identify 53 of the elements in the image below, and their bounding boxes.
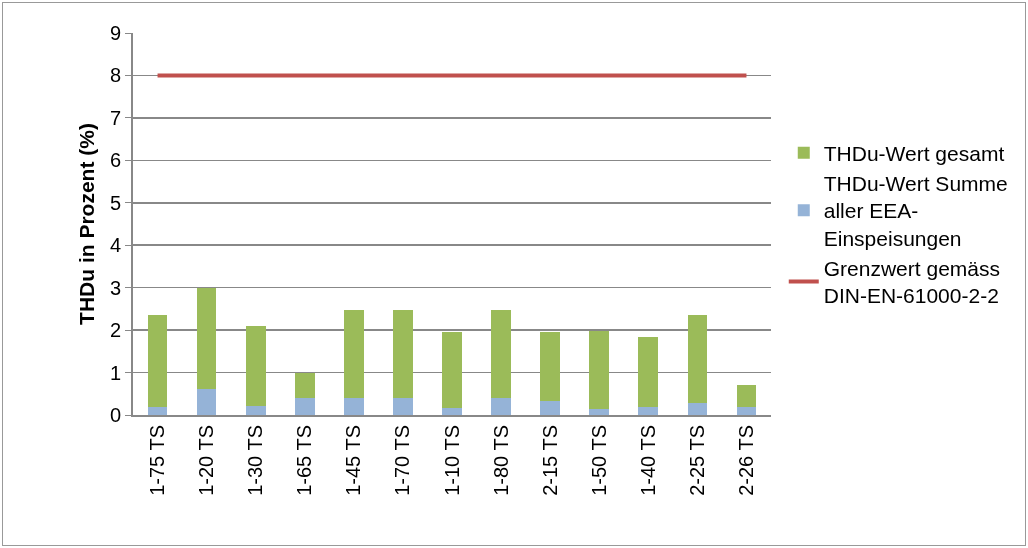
bar — [442, 332, 462, 408]
bar — [736, 406, 757, 415]
bar — [147, 315, 168, 408]
bar — [540, 401, 560, 415]
y-tick-label: 8 — [109, 64, 121, 87]
x-tick-label: 1-20 TS — [195, 425, 218, 496]
y-tick-label: 1 — [109, 361, 121, 384]
y-tick-label: 3 — [109, 276, 121, 299]
bar — [245, 405, 266, 415]
bar — [491, 309, 511, 398]
bar — [344, 397, 364, 415]
legend-label: THDu-Wert Summe aller EEA-Einspeisungen — [823, 172, 1008, 250]
x-tick-label: 2-15 TS — [538, 425, 561, 496]
bar — [294, 372, 315, 398]
bar — [393, 310, 413, 398]
x-tick-label: 1-50 TS — [587, 425, 610, 496]
bar — [196, 389, 217, 415]
x-tick-label: 2-25 TS — [685, 425, 708, 496]
bar — [687, 403, 708, 415]
bar — [589, 330, 610, 410]
x-tick-label: 1-10 TS — [440, 425, 463, 496]
y-tick-label: 6 — [109, 149, 121, 172]
bar — [344, 310, 364, 398]
bar — [540, 332, 560, 402]
y-tick-label: 0 — [109, 404, 121, 426]
x-tick-label: 1-45 TS — [342, 425, 365, 496]
bar — [491, 397, 511, 415]
bar — [687, 315, 708, 404]
x-tick-label: 1-80 TS — [489, 425, 512, 496]
y-tick-label: 4 — [109, 234, 121, 257]
bar — [736, 385, 757, 407]
bar — [393, 397, 413, 415]
x-tick-label: 2-26 TS — [734, 425, 757, 496]
y-axis-title: THDu in Prozent (%) — [74, 123, 98, 325]
bar — [196, 287, 217, 390]
legend-label: Grenzwert gemäss DIN-EN-61000-2-2 — [823, 257, 1000, 308]
legend-label: THDu-Wert gesamt — [823, 141, 1005, 165]
y-tick-label: 9 — [109, 22, 121, 44]
bar — [245, 325, 266, 406]
bar — [638, 407, 659, 415]
y-tick-label: 2 — [109, 319, 121, 342]
x-tick-label: 1-40 TS — [636, 425, 659, 496]
bar — [589, 409, 610, 415]
bar — [294, 397, 315, 415]
bar — [442, 407, 462, 415]
y-tick-label: 7 — [109, 106, 121, 129]
bar — [147, 407, 168, 415]
x-tick-label: 1-65 TS — [293, 425, 316, 496]
x-tick-label: 1-75 TS — [146, 425, 169, 496]
x-tick-label: 1-30 TS — [244, 425, 267, 496]
bar — [638, 336, 659, 408]
y-tick-label: 5 — [109, 191, 121, 214]
x-tick-label: 1-70 TS — [391, 425, 414, 496]
